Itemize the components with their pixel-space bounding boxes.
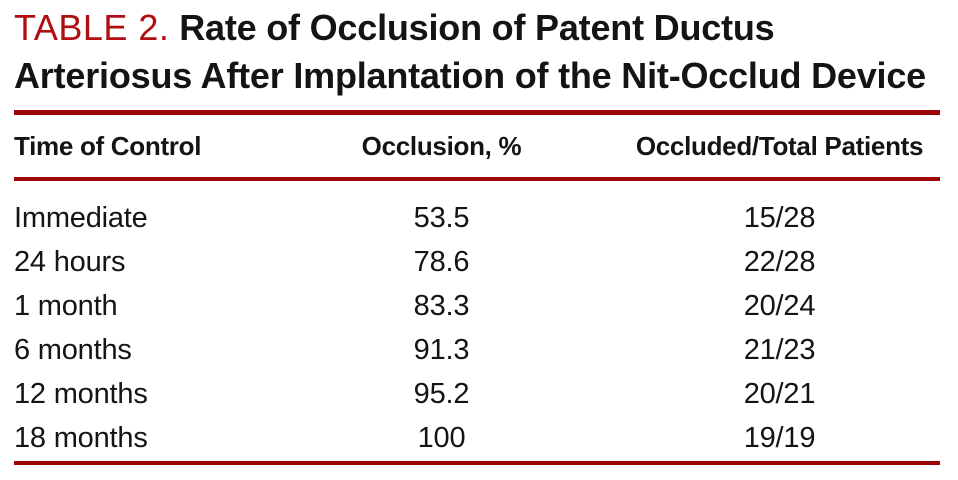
column-header-occluded-total: Occluded/Total Patients [635, 130, 924, 161]
table-number-label: TABLE 2. [14, 7, 170, 48]
cell-fraction: 19/19 [743, 422, 816, 454]
cell-time: 6 months [14, 334, 132, 366]
horizontal-rule-top [14, 110, 940, 115]
cell-occlusion: 95.2 [413, 378, 470, 410]
cell-time: 24 hours [14, 246, 126, 278]
cell-fraction: 20/24 [743, 290, 816, 322]
table-title-text-2: Arteriosus After Implantation of the Nit… [14, 55, 926, 96]
cell-occlusion: 53.5 [413, 202, 470, 234]
horizontal-rule-bottom [14, 461, 940, 465]
column-header-occlusion-pct: Occlusion, % [361, 130, 522, 161]
cell-fraction: 20/21 [743, 378, 816, 410]
table-header-row: Time of Control Occlusion, % Occluded/To… [14, 115, 940, 177]
cell-fraction: 21/23 [743, 334, 816, 366]
table-title-line-1: TABLE 2. Rate of Occlusion of Patent Duc… [14, 10, 775, 46]
horizontal-rule-header [14, 177, 940, 181]
table-title-text-1: Rate of Occlusion of Patent Ductus [179, 7, 775, 48]
cell-occlusion: 83.3 [413, 290, 470, 322]
cell-occlusion: 91.3 [413, 334, 470, 366]
cell-fraction: 15/28 [743, 202, 816, 234]
cell-fraction: 22/28 [743, 246, 816, 278]
table-body: Immediate 53.5 15/28 24 hours 78.6 22/28… [14, 196, 940, 460]
cell-occlusion: 100 [417, 422, 466, 454]
cell-time: 1 month [14, 290, 118, 322]
cell-time: 12 months [14, 378, 148, 410]
cell-time: Immediate [14, 202, 148, 234]
table-title-line-2: Arteriosus After Implantation of the Nit… [14, 58, 926, 94]
column-header-time-of-control: Time of Control [14, 130, 202, 161]
cell-time: 18 months [14, 422, 148, 454]
cell-occlusion: 78.6 [413, 246, 470, 278]
